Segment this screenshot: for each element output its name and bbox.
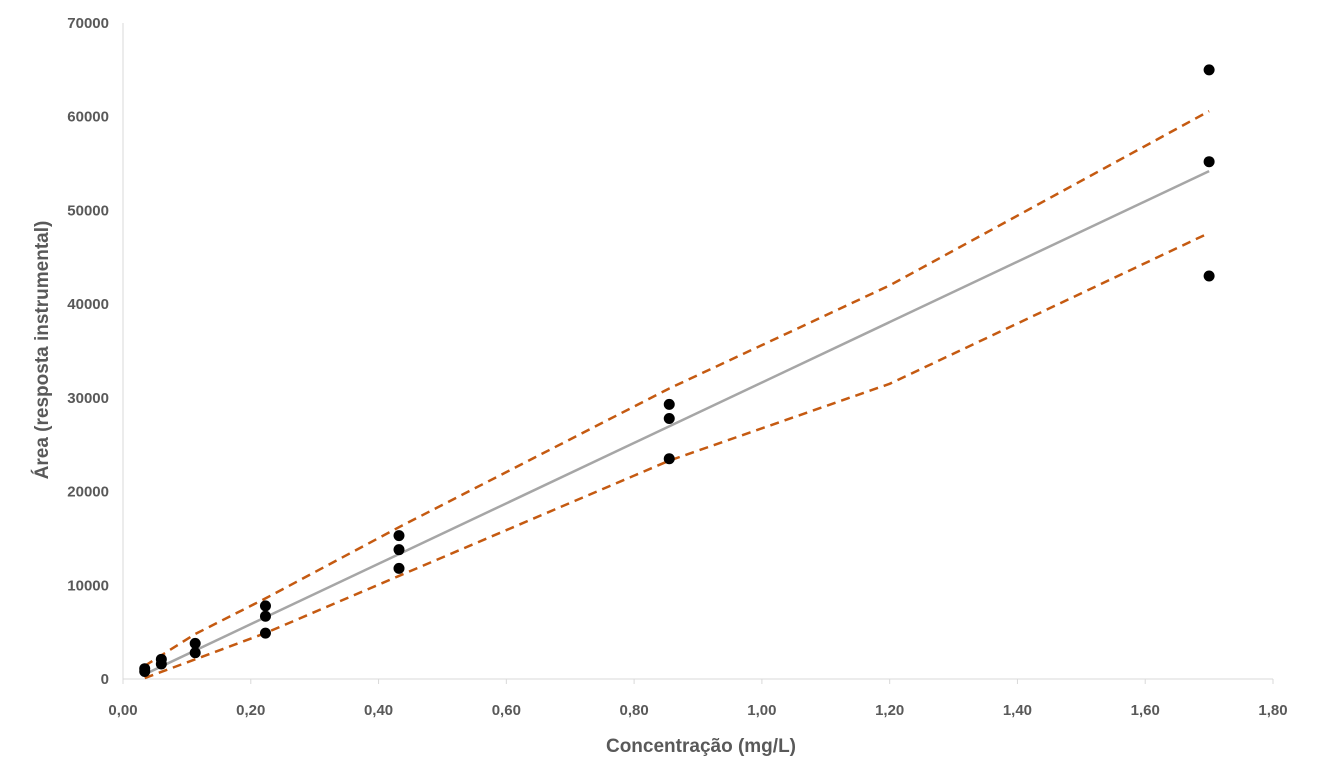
x-axis-title: Concentração (mg/L) [606,736,796,757]
data-point [1203,270,1215,282]
x-tick-label: 1,20 [875,702,904,719]
x-tick-label: 0,80 [620,702,649,719]
y-tick-label: 60000 [67,109,109,126]
x-tick-label: 1,40 [1003,702,1032,719]
x-tick-label: 0,60 [492,702,521,719]
data-point [155,653,167,665]
data-point [1203,156,1215,168]
data-point [393,544,405,556]
data-point [663,453,675,465]
y-tick-label: 70000 [67,15,109,32]
x-tick-label: 0,40 [364,702,393,719]
x-tick-label: 1,00 [747,702,776,719]
y-tick-label: 0 [101,671,109,688]
data-point [663,412,675,424]
lower-confidence-band [144,231,1210,680]
y-axis-title: Área (resposta instrumental) [31,221,53,480]
data-point [259,610,271,622]
data-point [393,562,405,574]
data-point [1203,64,1215,76]
data-point [259,600,271,612]
x-tick-label: 1,80 [1258,702,1287,719]
y-tick-label: 50000 [67,202,109,219]
regression-line [144,169,1210,676]
y-tick-label: 30000 [67,390,109,407]
data-point [139,663,151,675]
x-tick-label: 0,00 [108,702,137,719]
y-tick-label: 20000 [67,484,109,501]
axes [122,23,1274,684]
tick-labels: 0,00 0,20 0,40 0,60 0,80 1,00 1,20 1,40 1,60 1,80… [67,15,1287,719]
data-point [189,637,201,649]
x-tick-label: 0,20 [236,702,265,719]
data-point [189,647,201,659]
data-point [663,398,675,410]
x-tick-label: 1,60 [1131,702,1160,719]
y-tick-label: 10000 [67,577,109,594]
data-point [259,627,271,639]
y-tick-label: 40000 [67,296,109,313]
data-point [393,530,405,542]
upper-confidence-band [144,109,1210,667]
series [139,64,1215,680]
